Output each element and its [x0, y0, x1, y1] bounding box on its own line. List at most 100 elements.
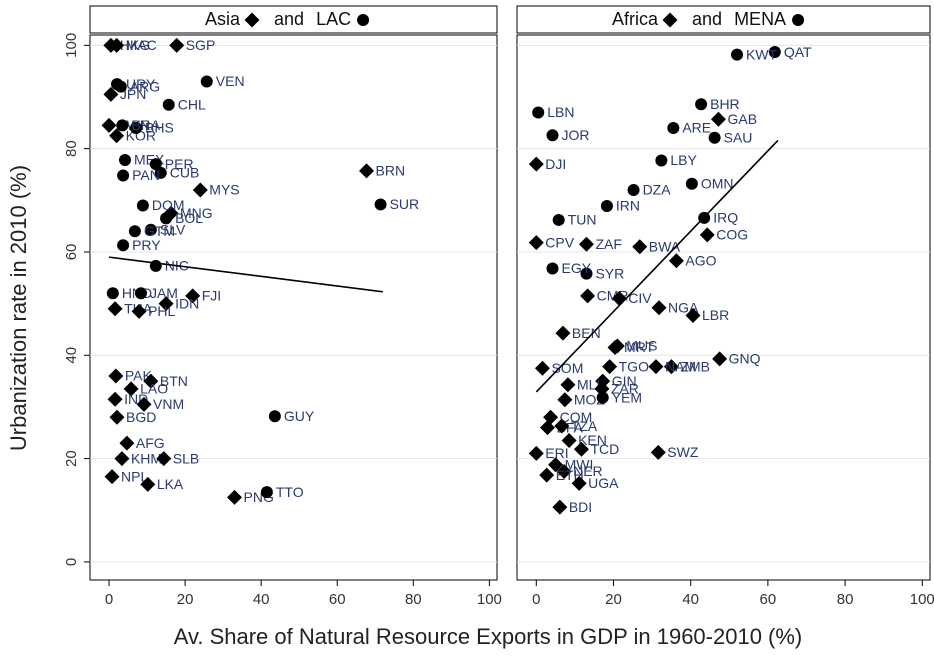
x-tick-label: 100: [477, 591, 502, 608]
x-tick-label: 20: [605, 591, 622, 608]
point-label: BRN: [376, 163, 406, 179]
point-label: BTN: [160, 373, 188, 389]
point: [134, 287, 147, 300]
point: [548, 457, 564, 473]
point-label: GTM: [144, 223, 175, 239]
legend-label: Africa: [612, 9, 659, 29]
point-label: MRT: [624, 339, 655, 355]
legend-label: Asia: [205, 9, 241, 29]
point-label: BHS: [145, 120, 174, 136]
point: [144, 223, 157, 236]
legend-marker: [244, 12, 260, 28]
point-label: OMN: [701, 175, 734, 191]
point-label: TGO: [619, 358, 649, 374]
point: [528, 235, 544, 251]
point: [685, 177, 698, 190]
point-label: SYR: [595, 265, 624, 281]
point: [528, 445, 544, 461]
point: [571, 475, 587, 491]
point: [539, 420, 555, 436]
point: [557, 392, 573, 408]
point-label: MLI: [577, 376, 600, 392]
point-label: LKA: [157, 476, 184, 492]
point: [106, 287, 119, 300]
x-tick-label: 60: [329, 591, 346, 608]
point-label: CHL: [178, 96, 206, 112]
point-label: COM: [560, 409, 593, 425]
point: [695, 98, 708, 111]
point: [109, 409, 125, 425]
y-tick-label: 60: [63, 244, 80, 261]
point: [685, 308, 701, 324]
point-label: VEN: [216, 73, 245, 89]
point: [107, 391, 123, 407]
y-tick-label: 40: [63, 347, 80, 364]
point: [627, 183, 640, 196]
point-label: JPN: [120, 86, 146, 102]
point-label: BDI: [569, 499, 592, 515]
point: [663, 359, 679, 375]
point: [532, 106, 545, 119]
legend-marker: [357, 14, 370, 26]
x-tick-label: 60: [760, 591, 777, 608]
point-label: BGD: [126, 409, 156, 425]
point-label: YEM: [612, 389, 642, 405]
point: [128, 225, 141, 238]
point: [136, 199, 149, 212]
point-label: ZAF: [595, 236, 621, 252]
point-label: ZAR: [611, 381, 639, 397]
point: [768, 46, 781, 59]
point: [539, 467, 555, 483]
point: [154, 166, 167, 179]
point: [200, 75, 213, 88]
point-label: BRA: [131, 117, 160, 133]
point-label: ARE: [682, 120, 711, 136]
point: [123, 381, 139, 397]
point: [546, 262, 559, 275]
point: [651, 300, 667, 316]
fit-line: [108, 256, 383, 293]
point-label: SWZ: [667, 444, 699, 460]
point-label: ARG: [130, 78, 160, 94]
point-label: FJI: [202, 288, 221, 304]
point: [103, 86, 119, 102]
point-label: SLV: [160, 221, 186, 237]
x-tick-label: 0: [105, 591, 113, 608]
point: [227, 489, 243, 505]
legend-joiner: and: [692, 9, 722, 29]
legend-joiner: and: [274, 9, 304, 29]
point: [108, 368, 124, 384]
point-label: SAU: [724, 130, 753, 146]
point: [140, 476, 156, 492]
point: [555, 325, 571, 341]
point-label: PER: [165, 156, 194, 172]
point: [143, 373, 159, 389]
point-label: UGA: [588, 475, 619, 491]
point: [648, 359, 664, 375]
point: [158, 296, 174, 312]
legend-marker: [662, 12, 678, 28]
point-label: PHL: [148, 303, 175, 319]
point-label: SUR: [390, 196, 420, 212]
point-label: COG: [716, 227, 748, 243]
point: [534, 360, 550, 376]
point-label: URY: [126, 76, 156, 92]
point: [104, 469, 120, 485]
x-tick-label: 80: [405, 591, 422, 608]
point-label: SLB: [173, 450, 199, 466]
point-label: CPV: [545, 234, 574, 250]
fit-line: [535, 139, 779, 393]
x-tick-label: 40: [682, 591, 699, 608]
point: [580, 288, 596, 304]
y-tick-label: 0: [63, 558, 80, 566]
point: [561, 433, 577, 449]
point-label: GAB: [727, 111, 757, 127]
point: [552, 213, 565, 226]
point: [260, 486, 273, 499]
point: [117, 239, 130, 252]
point: [699, 227, 715, 243]
point: [131, 303, 147, 319]
point-label: PAN: [132, 167, 160, 183]
point-label: IRN: [616, 198, 640, 214]
point: [109, 128, 125, 144]
